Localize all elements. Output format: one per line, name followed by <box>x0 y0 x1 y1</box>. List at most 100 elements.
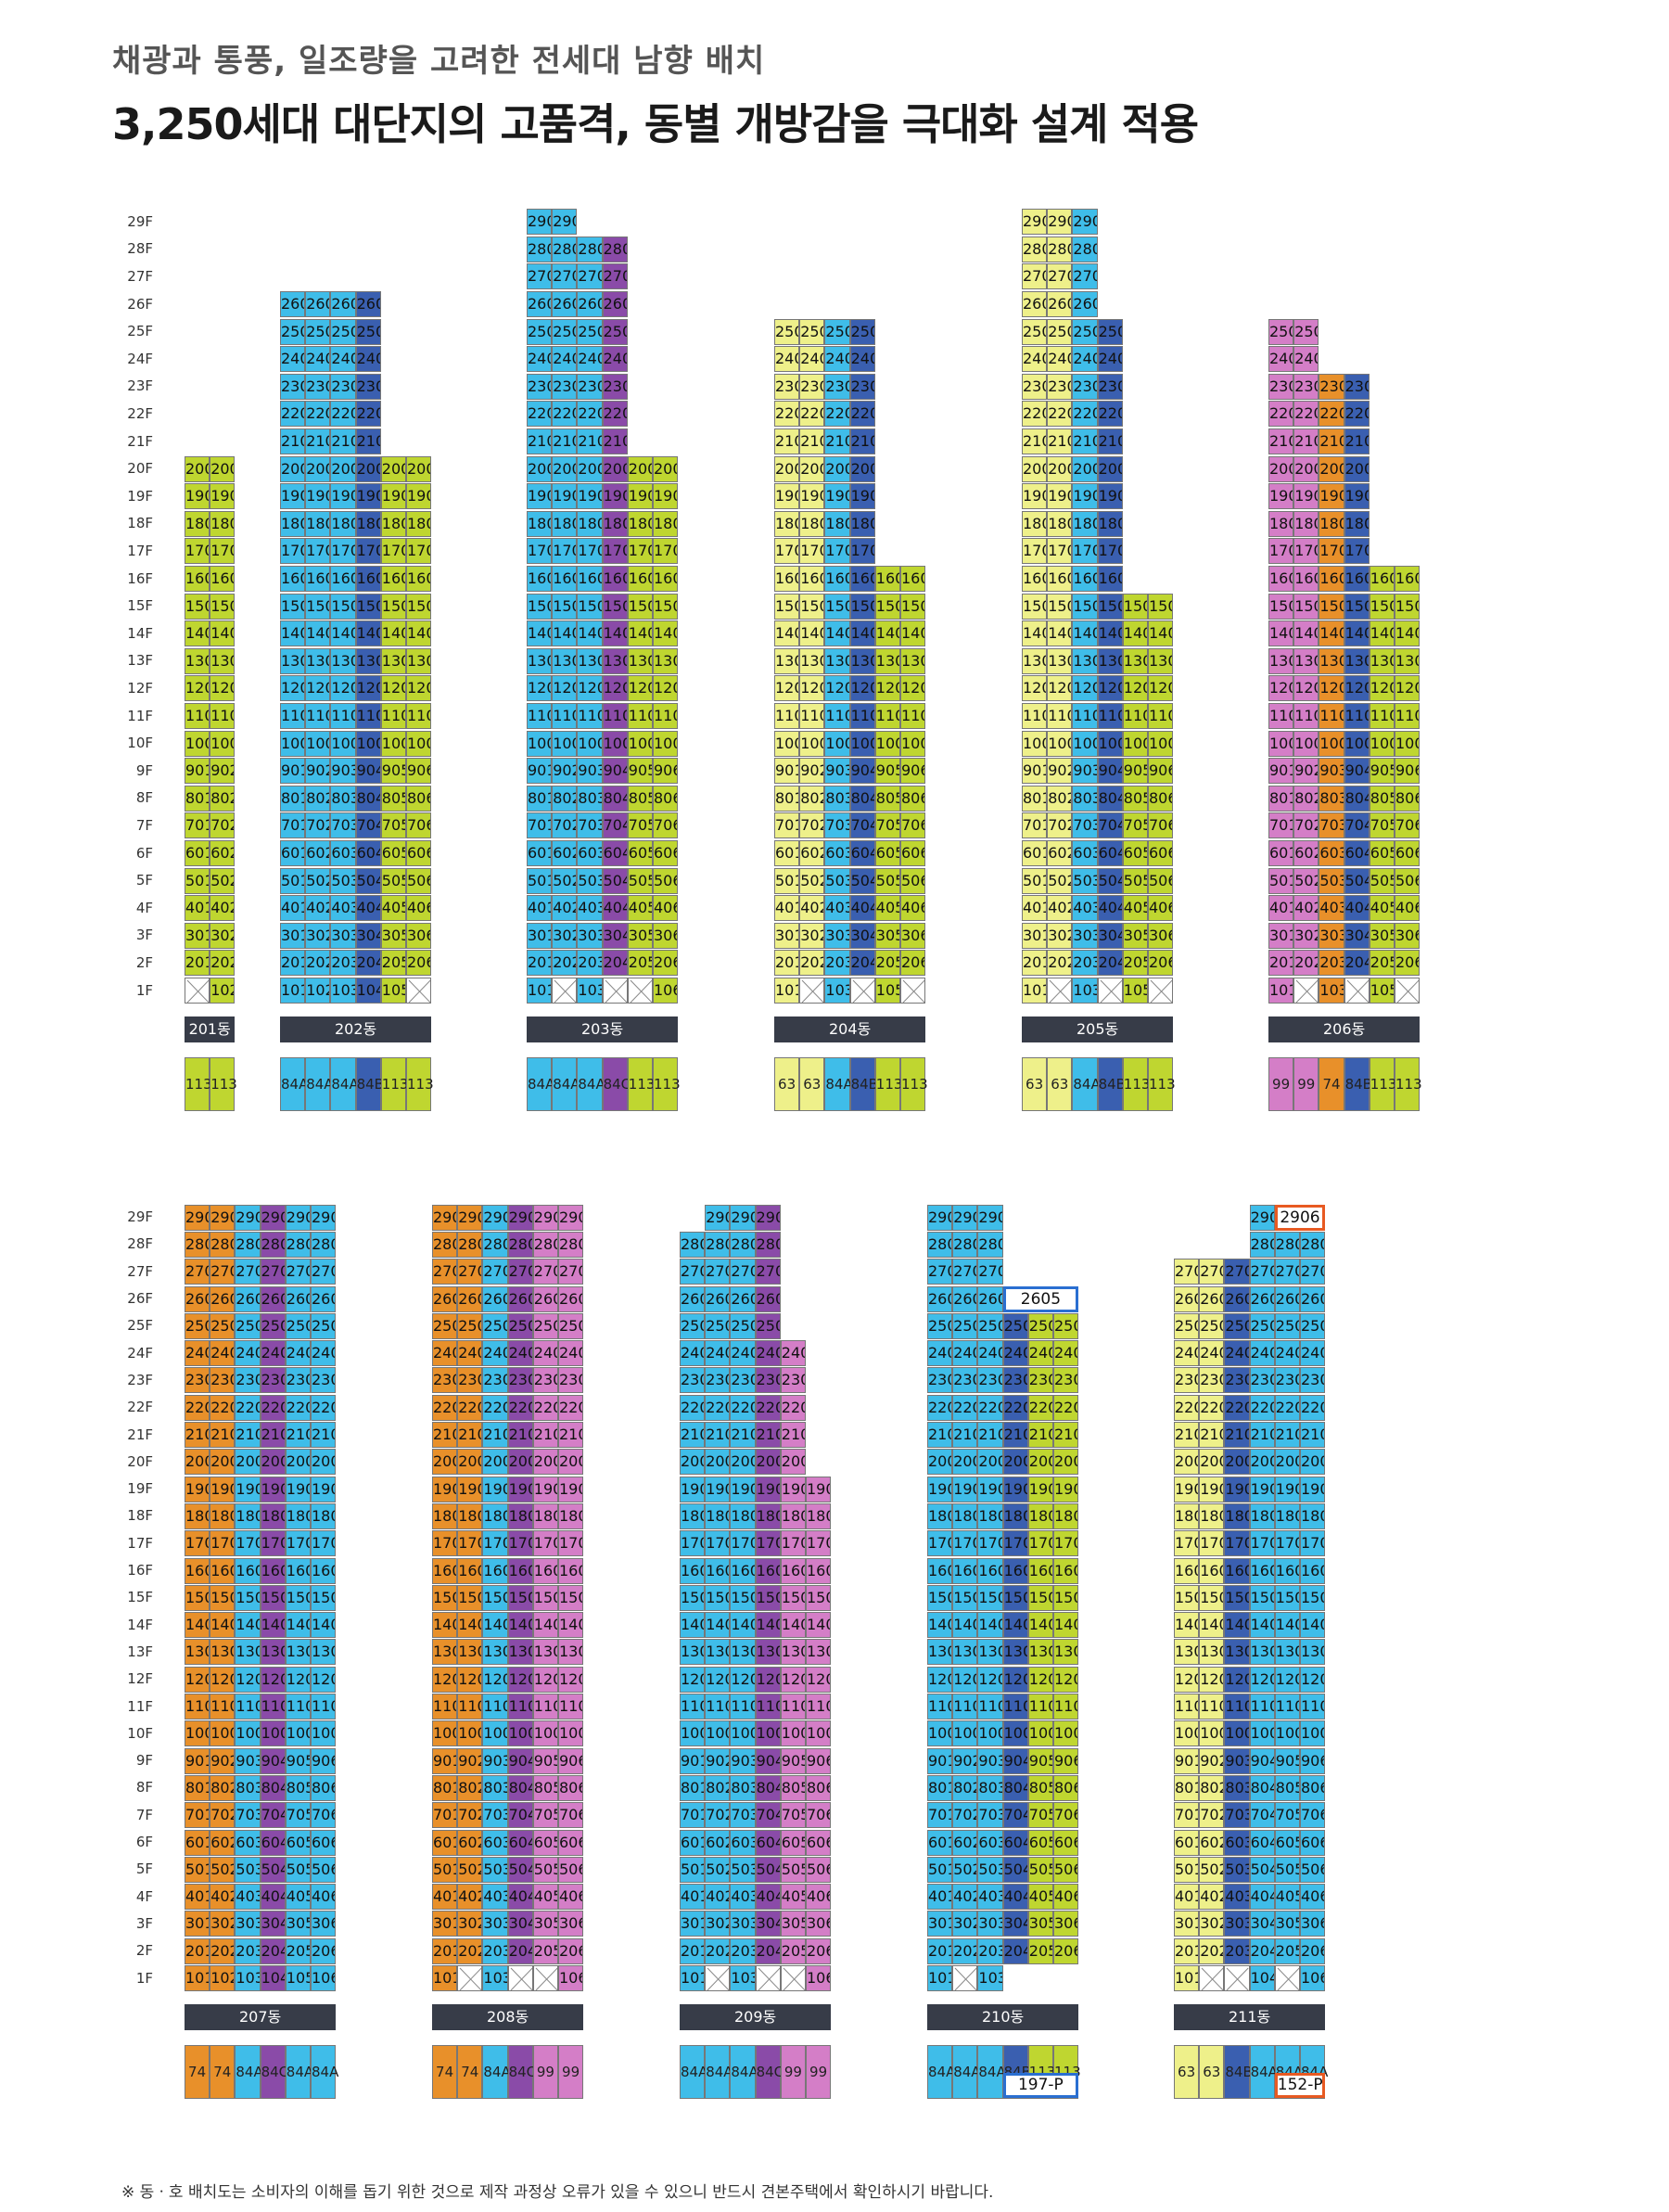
building-label: 203동 <box>527 1016 679 1042</box>
unit-cell: 2205 <box>780 1394 806 1421</box>
unit-cell: 1104 <box>1249 1694 1275 1720</box>
unit-cell: 2806 <box>1300 1231 1326 1258</box>
unit-size-cell: 113 <box>900 1057 928 1111</box>
unit-cell: 2501 <box>680 1312 706 1339</box>
unit-cell: 303 <box>730 1911 756 1937</box>
building-label: 210동 <box>927 2004 1079 2030</box>
unit-cell: 2902 <box>952 1204 978 1231</box>
unit-cell: 404 <box>602 895 628 922</box>
unavailable-mark <box>408 979 431 1003</box>
unit-cell: 1204 <box>1344 675 1370 702</box>
unit-cell: 2201 <box>1268 401 1294 428</box>
unit-cell: 1102 <box>705 1694 731 1720</box>
unit-cell: 1505 <box>627 593 653 620</box>
unit-cell: 705 <box>285 1802 311 1829</box>
unavailable-cell <box>552 978 578 1004</box>
unit-cell: 2301 <box>1022 373 1048 400</box>
unit-cell: 2201 <box>680 1394 706 1421</box>
unit-cell: 1103 <box>482 1694 508 1720</box>
unit-cell: 804 <box>849 785 875 812</box>
unit-cell: 601 <box>680 1829 706 1856</box>
unit-cell: 2906 <box>558 1204 584 1231</box>
unit-cell: 1206 <box>900 675 926 702</box>
unit-cell: 302 <box>210 922 236 949</box>
unit-cell: 302 <box>552 922 578 949</box>
unit-cell: 701 <box>185 812 210 839</box>
unit-cell: 2902 <box>705 1204 731 1231</box>
unit-cell: 202 <box>305 950 331 977</box>
unit-cell: 2001 <box>1022 455 1048 482</box>
unit-cell: 304 <box>849 922 875 949</box>
building-label: 209동 <box>680 2004 832 2030</box>
unit-cell: 1105 <box>285 1694 311 1720</box>
unit-cell: 804 <box>602 785 628 812</box>
unit-cell: 1702 <box>799 538 825 565</box>
unit-cell: 2306 <box>311 1367 337 1394</box>
floor-label: 9F <box>135 1752 153 1770</box>
unit-cell: 2802 <box>952 1231 978 1258</box>
unit-cell: 503 <box>235 1856 261 1883</box>
unit-cell: 706 <box>900 812 926 839</box>
unit-cell: 2506 <box>1300 1312 1326 1339</box>
unit-cell: 1301 <box>927 1639 953 1666</box>
unit-cell: 2503 <box>1072 318 1098 345</box>
unit-cell: 101 <box>280 978 306 1004</box>
unit-cell: 2101 <box>927 1422 953 1448</box>
unit-cell: 2304 <box>355 373 381 400</box>
unit-cell: 902 <box>1199 1747 1225 1774</box>
unit-cell: 301 <box>774 922 800 949</box>
unavailable-cell <box>627 978 653 1004</box>
unit-cell: 2301 <box>280 373 306 400</box>
unit-cell: 2805 <box>532 1231 558 1258</box>
unit-cell: 401 <box>680 1884 706 1911</box>
unit-cell: 2501 <box>185 1312 210 1339</box>
unit-cell: 1202 <box>1293 675 1319 702</box>
unit-cell: 1201 <box>185 1666 210 1693</box>
unit-cell: 906 <box>1053 1747 1079 1774</box>
unit-cell: 2501 <box>774 318 800 345</box>
unit-cell: 1604 <box>1344 566 1370 592</box>
unavailable-mark <box>1295 979 1319 1003</box>
unit-cell: 205 <box>627 950 653 977</box>
unit-cell: 1001 <box>185 730 210 757</box>
unit-cell: 1902 <box>305 483 331 510</box>
floor-label: 1F <box>135 981 153 999</box>
unit-size-cell: 84B <box>849 1057 878 1111</box>
unit-cell: 2305 <box>532 1367 558 1394</box>
unit-size-cell: 84A <box>952 2045 981 2099</box>
unit-cell: 1806 <box>311 1502 337 1529</box>
unit-cell: 2301 <box>680 1367 706 1394</box>
floor-label: 23F <box>127 1371 153 1388</box>
unit-cell: 1504 <box>1344 593 1370 620</box>
unit-cell: 1601 <box>185 1557 210 1584</box>
unit-cell: 903 <box>824 758 850 785</box>
unit-cell: 2203 <box>1319 401 1344 428</box>
unit-cell: 302 <box>952 1911 978 1937</box>
unit-cell: 402 <box>1047 895 1073 922</box>
unit-cell: 1305 <box>627 647 653 674</box>
unit-cell: 2106 <box>1300 1422 1326 1448</box>
unit-cell: 306 <box>1395 922 1421 949</box>
unit-cell: 201 <box>185 1937 210 1964</box>
unit-cell: 903 <box>577 758 603 785</box>
unit-cell: 801 <box>927 1774 953 1801</box>
floor-label: 13F <box>127 652 153 670</box>
special-unit-box: 197-P <box>1002 2073 1079 2098</box>
unit-cell: 1503 <box>730 1584 756 1611</box>
unit-cell: 1902 <box>210 483 236 510</box>
unit-cell: 2003 <box>577 455 603 482</box>
unit-cell: 2401 <box>1022 346 1048 373</box>
unit-cell: 1603 <box>330 566 356 592</box>
unit-cell: 101 <box>680 1965 706 1991</box>
unit-cell: 2903 <box>482 1204 508 1231</box>
unit-cell: 1203 <box>235 1666 261 1693</box>
unit-cell: 2501 <box>927 1312 953 1339</box>
unit-cell: 2003 <box>482 1449 508 1476</box>
unit-cell: 1205 <box>532 1666 558 1693</box>
floor-label: 7F <box>135 1806 153 1823</box>
unit-cell: 605 <box>1027 1829 1053 1856</box>
unit-cell: 1601 <box>280 566 306 592</box>
unit-cell: 301 <box>927 1911 953 1937</box>
floor-label: 7F <box>135 816 153 834</box>
unit-cell: 701 <box>927 1802 953 1829</box>
